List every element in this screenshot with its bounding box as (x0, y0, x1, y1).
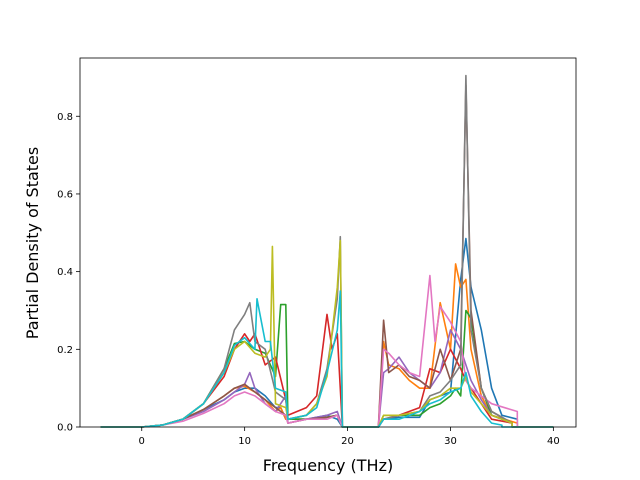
series-line-8 (100, 74, 554, 428)
y-tick-label-0: 0.0 (57, 423, 73, 434)
y-tick-label-3: 0.6 (57, 189, 73, 200)
axes-layer: 0 10 20 30 40 0.0 0.2 0.4 0.6 0.8 (57, 57, 577, 447)
x-tick-label-2: 20 (341, 436, 354, 447)
y-tick-label-2: 0.4 (57, 267, 73, 278)
plot-frame (79, 57, 577, 428)
x-tick-label-0: 0 (139, 436, 145, 447)
x-tick-label-1: 10 (238, 436, 251, 447)
y-tick-label-4: 0.8 (57, 112, 73, 123)
x-tick-label-4: 40 (547, 436, 560, 447)
y-tick-label-1: 0.2 (57, 345, 73, 356)
x-axis-label: Frequency (THz) (263, 456, 393, 475)
x-tick-label-3: 30 (444, 436, 457, 447)
series-line-10 (100, 290, 554, 428)
y-axis-label: Partial Density of States (23, 147, 42, 339)
